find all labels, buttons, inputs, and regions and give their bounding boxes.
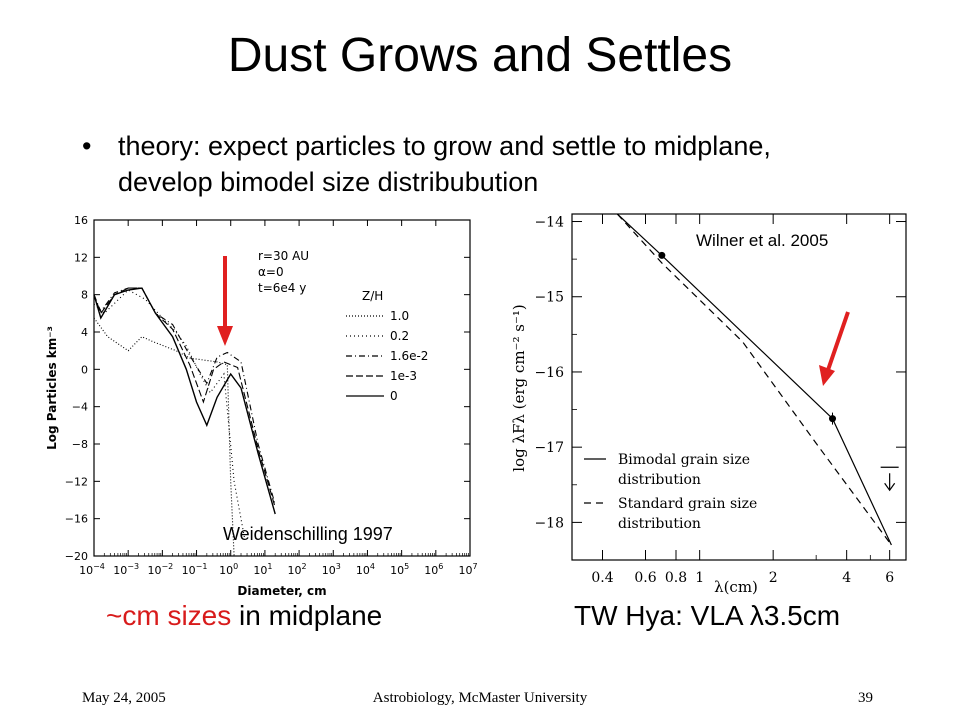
right-chart-red-arrow-shaft — [826, 311, 850, 371]
left-caption-rest: in midplane — [231, 600, 383, 631]
bullet-text: theory: expect particles to grow and set… — [118, 131, 771, 197]
left-x-tick-label: 101 — [253, 562, 272, 577]
left-x-tick-exponent: 5 — [404, 562, 409, 571]
right-x-tick-label: 1 — [695, 570, 704, 586]
left-x-tick-label: 104 — [356, 562, 375, 577]
left-x-tick-exponent: −2 — [161, 562, 173, 571]
left-caption-highlight: ~cm sizes — [106, 600, 232, 631]
left-series-line-4 — [93, 287, 276, 515]
left-x-tick-label: 10−3 — [113, 562, 139, 577]
right-y-tick-label: −17 — [534, 440, 564, 456]
right-chart-series — [616, 213, 899, 546]
right-chart-credit: Wilner et al. 2005 — [696, 231, 828, 250]
right-chart-xlabel: λ(cm) — [714, 578, 758, 596]
right-series-line-0 — [616, 213, 892, 546]
left-y-tick-label: 4 — [81, 326, 88, 339]
left-chart-params: r=30 AU α=0 t=6e4 y — [258, 249, 309, 295]
left-y-tick-label: −12 — [65, 475, 88, 488]
footer-date: May 24, 2005 — [82, 690, 166, 706]
left-legend-label-2: 1.6e-2 — [390, 349, 428, 363]
left-y-tick-label: −20 — [65, 550, 88, 563]
left-x-tick-exponent: 1 — [267, 562, 272, 571]
right-y-tick-label: −14 — [534, 215, 564, 231]
left-chart-ylabel: Log Particles km⁻³ — [45, 326, 59, 450]
left-x-tick-label: 107 — [458, 562, 477, 577]
left-x-tick-label: 102 — [288, 562, 307, 577]
right-chart-ticks: 0.4 0.6 0.8 1 2 4 6 −14 −15 −16 −17 −18 — [534, 214, 907, 586]
left-chart-series — [93, 287, 276, 557]
left-x-tick-exponent: 6 — [438, 562, 443, 571]
left-y-tick-label: 0 — [81, 363, 88, 376]
footer-center: Astrobiology, McMaster University — [372, 690, 588, 706]
left-x-tick-exponent: 4 — [370, 562, 375, 571]
left-x-tick-exponent: −4 — [93, 562, 105, 571]
left-legend-label-1: 0.2 — [390, 329, 409, 343]
footer-page-number: 39 — [858, 690, 873, 706]
right-x-tick-label: 2 — [769, 570, 778, 586]
left-x-tick-label: 10−1 — [182, 562, 208, 577]
left-series-line-0 — [93, 317, 235, 557]
left-y-tick-label: −8 — [72, 438, 88, 451]
param-alpha: α=0 — [258, 265, 284, 279]
left-x-tick-exponent: 0 — [233, 562, 238, 571]
right-x-tick-label: 4 — [842, 570, 851, 586]
left-y-tick-label: 16 — [74, 214, 88, 227]
left-y-tick-label: −16 — [65, 513, 88, 526]
right-y-tick-label: −16 — [534, 365, 564, 381]
left-x-tick-exponent: 7 — [472, 562, 477, 571]
left-chart-red-arrowhead — [217, 326, 233, 346]
bullet-dot-icon: • — [82, 131, 92, 161]
right-x-tick-label: 0.8 — [665, 570, 687, 586]
left-x-tick-label: 103 — [322, 562, 341, 577]
right-x-tick-label: 0.6 — [634, 570, 656, 586]
left-x-tick-label: 100 — [219, 562, 238, 577]
right-legend-label-0: Bimodal grain size — [618, 452, 750, 468]
right-y-tick-label: −18 — [534, 515, 564, 531]
left-chart-frame — [93, 219, 471, 557]
left-x-tick-label: 10−2 — [147, 562, 173, 577]
left-x-tick-label: 106 — [424, 562, 443, 577]
upper-limit-arrowhead — [884, 482, 896, 492]
left-legend-label-0: 1.0 — [390, 309, 409, 323]
right-caption: TW Hya: VLA λ3.5cm — [574, 600, 841, 631]
right-legend-label-1: Standard grain size — [618, 496, 757, 512]
left-legend-title: Z/H — [362, 289, 383, 303]
left-x-tick-exponent: −3 — [127, 562, 139, 571]
left-x-tick-exponent: 2 — [302, 562, 307, 571]
left-chart-legend: 1.0 0.2 1.6e-2 1e-3 0 — [346, 309, 428, 403]
right-y-tick-label: −15 — [534, 290, 564, 306]
left-x-tick-exponent: −1 — [196, 562, 208, 571]
left-x-tick-label: 105 — [390, 562, 409, 577]
param-radius: r=30 AU — [258, 249, 309, 263]
right-chart-red-arrowhead — [819, 365, 835, 386]
param-time: t=6e4 y — [258, 281, 306, 295]
left-series-line-2 — [93, 287, 276, 505]
left-y-tick-label: 12 — [74, 251, 88, 264]
left-chart-xlabel: Diameter, cm — [237, 584, 326, 598]
right-x-tick-label: 6 — [885, 570, 894, 586]
left-caption: ~cm sizes in midplane — [106, 600, 382, 632]
left-legend-label-3: 1e-3 — [390, 369, 417, 383]
size-distribution-chart: 10−4 10−3 10−2 10−1 100 101 102 103 104 105 106 107… — [45, 214, 478, 598]
right-x-tick-label: 0.4 — [591, 570, 613, 586]
right-chart-ylabel: log λFλ (erg cm⁻² s⁻¹) — [510, 304, 528, 471]
slide-title: Dust Grows and Settles — [227, 29, 733, 82]
left-legend-label-4: 0 — [390, 389, 398, 403]
right-legend-label-1-line2: distribution — [618, 516, 701, 532]
left-y-tick-label: 8 — [81, 289, 88, 302]
right-legend-label-0-line2: distribution — [618, 472, 701, 488]
left-x-tick-label: 10−4 — [79, 562, 105, 577]
right-chart-frame — [571, 213, 907, 561]
right-data-point — [658, 251, 666, 259]
left-series-line-3 — [93, 287, 276, 508]
left-x-tick-exponent: 3 — [336, 562, 341, 571]
left-y-tick-label: −4 — [72, 401, 88, 414]
left-chart-credit: Weidenschilling 1997 — [223, 524, 393, 544]
right-chart-legend: Bimodal grain size distribution Standard g… — [584, 452, 757, 532]
sed-chart: 0.4 0.6 0.8 1 2 4 6 −14 −15 −16 −17 −18 λ(cm) log λ… — [510, 213, 907, 596]
